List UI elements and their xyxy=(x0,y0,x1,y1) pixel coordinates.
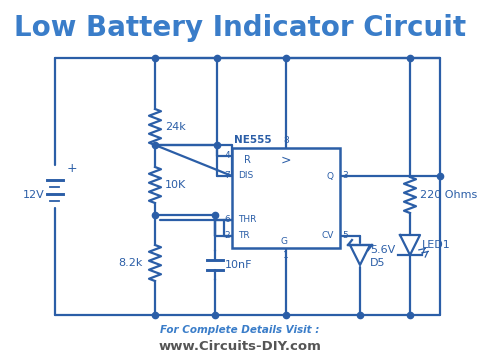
Text: 5: 5 xyxy=(341,231,347,240)
Text: D5: D5 xyxy=(369,258,384,268)
Text: +: + xyxy=(67,162,77,175)
Text: www.Circuits-DIY.com: www.Circuits-DIY.com xyxy=(158,339,321,352)
Text: 3: 3 xyxy=(341,171,347,180)
Text: TR: TR xyxy=(238,231,249,240)
Bar xyxy=(231,148,339,248)
Text: >: > xyxy=(280,153,291,166)
Text: For Complete Details Visit :: For Complete Details Visit : xyxy=(160,325,319,335)
Text: 4: 4 xyxy=(224,152,229,161)
Text: R: R xyxy=(243,155,251,165)
Text: Q: Q xyxy=(326,171,333,180)
Text: THR: THR xyxy=(238,216,256,225)
Text: 8: 8 xyxy=(283,136,288,145)
Text: 10nF: 10nF xyxy=(225,260,252,270)
Text: G: G xyxy=(280,238,287,247)
Text: 12V: 12V xyxy=(23,190,45,200)
Text: LED1: LED1 xyxy=(421,240,450,250)
Text: 24k: 24k xyxy=(165,122,185,132)
Text: Low Battery Indicator Circuit: Low Battery Indicator Circuit xyxy=(14,14,465,42)
Text: 1: 1 xyxy=(283,251,288,260)
Text: 7: 7 xyxy=(224,171,229,180)
Text: NE555: NE555 xyxy=(233,135,271,145)
Text: CV: CV xyxy=(321,231,333,240)
Text: 220 Ohms: 220 Ohms xyxy=(419,190,476,200)
Text: 10K: 10K xyxy=(165,180,186,190)
Text: 2: 2 xyxy=(224,231,229,240)
Text: 5.6V: 5.6V xyxy=(369,245,395,255)
Text: 6: 6 xyxy=(224,216,229,225)
Text: DIS: DIS xyxy=(238,171,253,180)
Text: 8.2k: 8.2k xyxy=(119,258,143,268)
